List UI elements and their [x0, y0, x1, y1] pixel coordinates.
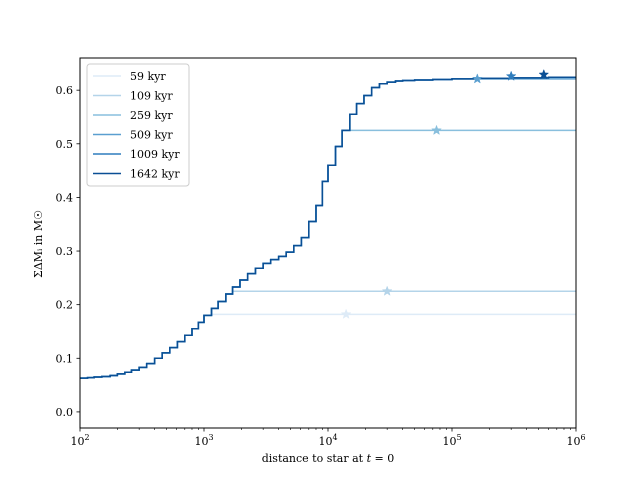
star-marker-1009-kyr: [505, 70, 517, 81]
legend: 59 kyr 109 kyr 259 kyr 509 kyr 1009 kyr 1642 …: [86, 63, 190, 187]
series-line-59-kyr: [80, 313, 576, 379]
x-tick-label: 104: [318, 433, 337, 448]
y-axis: 0.0 0.1 0.2 0.3 0.4 0.5 0.6: [56, 84, 80, 419]
y-tick-label: 0.5: [56, 138, 74, 151]
y-tick-label: 0.3: [56, 245, 74, 258]
y-tick-label: 0.0: [56, 406, 74, 419]
y-tick-label: 0.2: [56, 299, 74, 312]
y-tick-label: 0.4: [56, 191, 74, 204]
legend-box: [86, 63, 190, 187]
y-tick-label: 0.6: [56, 84, 74, 97]
series-line-109-kyr: [80, 290, 576, 379]
legend-label: 59 kyr: [130, 70, 166, 83]
x-axis-label: distance to star at t = 0: [262, 452, 394, 465]
legend-label: 509 kyr: [130, 129, 173, 142]
star-marker-509-kyr: [471, 73, 483, 84]
legend-label: 259 kyr: [130, 109, 173, 122]
legend-label: 1009 kyr: [130, 148, 180, 161]
star-marker-259-kyr: [431, 124, 442, 136]
x-tick-label: 103: [194, 433, 213, 448]
star-marker-1642-kyr: [538, 68, 550, 80]
y-tick-label: 0.1: [56, 352, 74, 365]
star-markers: [340, 68, 550, 319]
x-tick-label: 106: [566, 433, 585, 448]
legend-label: 1642 kyr: [130, 168, 180, 181]
series-line-1642-kyr: [80, 76, 576, 379]
y-axis-label: ΣΔMᵢ in M☉: [32, 210, 45, 278]
legend-label: 109 kyr: [130, 90, 173, 103]
x-tick-label: 102: [70, 433, 89, 448]
plot-lines: [80, 76, 576, 379]
star-marker-109-kyr: [381, 285, 393, 296]
x-axis: 102 103 104 105 106: [70, 428, 586, 448]
x-tick-label: 105: [442, 433, 461, 448]
star-marker-59-kyr: [340, 308, 352, 319]
